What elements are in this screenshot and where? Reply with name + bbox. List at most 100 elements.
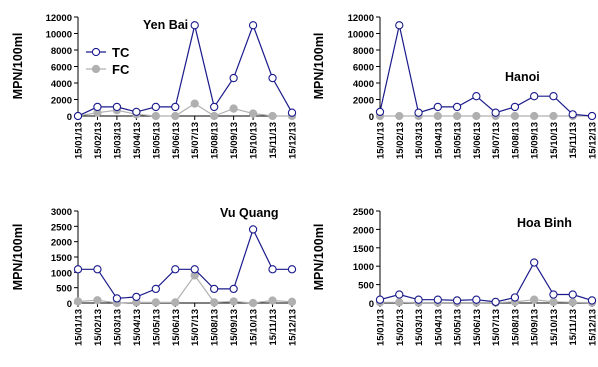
data-point-tc (171, 265, 180, 274)
x-tick-label: 15/08/13 (510, 122, 521, 159)
data-point-fc (433, 111, 442, 121)
data-point-tc (132, 292, 141, 302)
data-point-fc (248, 298, 258, 308)
series-line-tc (379, 25, 593, 117)
x-tick-label: 15/12/13 (588, 309, 598, 346)
data-point-fc (568, 298, 577, 307)
data-point-tc (587, 111, 597, 121)
chart-title: Yen Bai (143, 18, 188, 32)
y-tick-label: 0 (67, 112, 72, 123)
y-tick-label: 500 (358, 281, 374, 292)
x-tick-label: 15/11/13 (568, 309, 579, 345)
data-point-fc (530, 111, 539, 121)
data-point-tc (151, 102, 160, 112)
data-point-fc (248, 109, 258, 118)
series-line-tc (77, 23, 293, 117)
y-tick-label: 1500 (51, 253, 72, 264)
x-tick-label: 15/03/13 (112, 309, 123, 346)
data-point-tc (491, 108, 500, 117)
x-tick-label: 15/06/13 (472, 122, 483, 159)
y-tick-label: 0 (369, 299, 374, 310)
x-tick-label: 15/10/13 (249, 122, 260, 159)
data-point-fc (171, 298, 180, 307)
data-point-tc (190, 265, 199, 274)
x-tick-label: 15/09/13 (530, 122, 541, 159)
data-point-tc (112, 294, 122, 303)
x-tick-label: 15/05/13 (453, 122, 464, 159)
y-tick-label: 4000 (353, 79, 374, 90)
data-point-tc (287, 108, 297, 117)
data-point-tc (433, 102, 442, 112)
y-tick-label: 2000 (51, 96, 72, 107)
data-point-tc (568, 290, 577, 299)
y-tick-label: 0 (369, 112, 374, 123)
series-line-tc (379, 261, 593, 303)
x-tick-label: 15/04/13 (132, 309, 143, 346)
data-point-fc (452, 111, 462, 121)
y-tick-label: 500 (56, 284, 72, 295)
y-tick-label: 8000 (353, 46, 374, 57)
chart-panel-2: 0 500 1000 1500 2000 2500 3000 15/01/13 15/02/13… (11, 206, 299, 346)
chart-panel-1: 0 2000 4000 6000 8000 10000 12000 15/01/13 15/02… (312, 13, 598, 159)
legend-marker-fc (91, 64, 101, 74)
data-point-fc (287, 297, 297, 306)
y-axis-label: MPN/100ml (312, 224, 326, 291)
x-tick-label: 15/08/13 (210, 122, 221, 159)
y-tick-label: 0 (67, 299, 72, 310)
x-tick-label: 15/06/13 (472, 309, 483, 346)
x-tick-label: 15/04/13 (132, 122, 143, 159)
chart-panel-0: 0 2000 4000 6000 8000 10000 12000 15/01/13 15/02… (11, 13, 299, 159)
data-point-tc (210, 284, 219, 294)
y-tick-label: 2000 (353, 96, 374, 107)
data-point-fc (93, 296, 102, 305)
chart-title: Hoa Binh (517, 216, 572, 230)
data-point-tc (248, 225, 258, 234)
x-tick-label: 15/02/13 (93, 122, 104, 159)
data-point-tc (73, 265, 83, 274)
data-point-tc (268, 265, 277, 274)
y-tick-label: 10000 (348, 30, 374, 41)
data-point-fc (190, 99, 199, 108)
data-point-tc (491, 297, 500, 307)
data-point-tc (472, 295, 481, 304)
data-point-fc (210, 111, 219, 121)
data-point-fc (268, 296, 277, 305)
data-point-tc (587, 296, 597, 305)
x-tick-label: 15/09/13 (229, 122, 240, 159)
data-point-fc (268, 111, 277, 121)
data-point-fc (171, 111, 180, 121)
data-point-fc (151, 111, 160, 121)
y-tick-label: 8000 (51, 46, 72, 57)
x-tick-label: 15/01/13 (74, 309, 85, 346)
data-point-tc (375, 107, 385, 117)
data-point-tc (414, 295, 423, 304)
x-tick-label: 15/06/13 (171, 122, 182, 159)
data-point-tc (151, 284, 160, 294)
data-point-tc (73, 111, 83, 121)
y-tick-label: 2500 (353, 207, 374, 218)
data-point-fc (229, 297, 238, 306)
data-point-tc (395, 21, 404, 30)
data-point-tc (510, 293, 520, 302)
x-tick-label: 15/08/13 (210, 309, 221, 346)
legend-label-tc: TC (112, 45, 130, 60)
x-tick-label: 15/11/13 (568, 122, 579, 158)
x-tick-label: 15/12/13 (588, 122, 598, 159)
data-point-tc (433, 295, 442, 304)
x-tick-label: 15/03/13 (414, 309, 425, 346)
series-line-tc (78, 227, 292, 300)
y-tick-label: 2500 (51, 222, 72, 233)
x-tick-label: 15/03/13 (414, 122, 425, 159)
series-line-fc (77, 102, 292, 117)
x-tick-label: 15/08/13 (510, 309, 521, 346)
x-tick-label: 15/07/13 (190, 309, 201, 346)
data-point-tc (112, 102, 122, 112)
x-tick-label: 15/03/13 (112, 122, 123, 159)
x-tick-label: 15/05/13 (151, 309, 162, 346)
data-point-tc (287, 265, 297, 274)
data-point-fc (472, 111, 481, 121)
y-tick-label: 2000 (353, 225, 374, 236)
data-point-tc (549, 290, 558, 299)
data-point-fc (151, 298, 160, 307)
x-tick-label: 15/07/13 (491, 309, 502, 346)
